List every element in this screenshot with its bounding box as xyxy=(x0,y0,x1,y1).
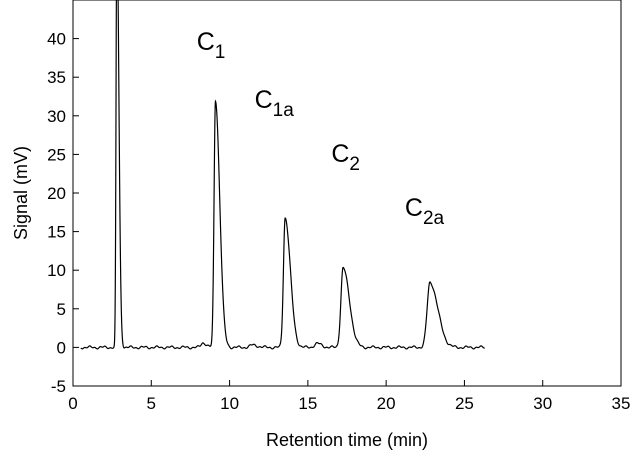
x-tick-label: 10 xyxy=(220,394,239,413)
plot-frame xyxy=(72,0,622,387)
y-tick-label: 15 xyxy=(47,223,66,242)
x-tick-label: 0 xyxy=(68,394,77,413)
x-axis-title: Retention time (min) xyxy=(266,430,428,450)
x-tick-label: 35 xyxy=(612,394,631,413)
y-tick-label: 25 xyxy=(47,145,66,164)
y-tick-label: 5 xyxy=(57,300,66,319)
x-tick-label: 15 xyxy=(298,394,317,413)
peak-label: C1 xyxy=(197,28,226,63)
peak-label: C2a xyxy=(405,194,445,229)
x-axis-ticks: 0 5 10 15 20 25 30 35 xyxy=(68,380,630,413)
x-tick-label: 5 xyxy=(147,394,156,413)
peak-label: C1a xyxy=(255,86,295,121)
y-tick-label: 0 xyxy=(57,338,66,357)
y-tick-label: 10 xyxy=(47,261,66,280)
chromatogram-trace xyxy=(80,0,485,350)
y-tick-label: 30 xyxy=(47,107,66,126)
y-tick-label: 35 xyxy=(47,68,66,87)
x-tick-label: 25 xyxy=(455,394,474,413)
x-tick-label: 20 xyxy=(377,394,396,413)
y-axis-title: Signal (mV) xyxy=(11,146,31,240)
y-tick-label: -5 xyxy=(51,377,66,396)
y-tick-label: 20 xyxy=(47,184,66,203)
x-tick-label: 30 xyxy=(533,394,552,413)
peak-annotations: C1 C1a C2 C2a xyxy=(197,28,445,229)
peak-label: C2 xyxy=(331,140,360,175)
y-axis-ticks: -5 0 5 10 15 20 25 30 35 40 xyxy=(47,30,79,396)
y-tick-label: 40 xyxy=(47,30,66,49)
